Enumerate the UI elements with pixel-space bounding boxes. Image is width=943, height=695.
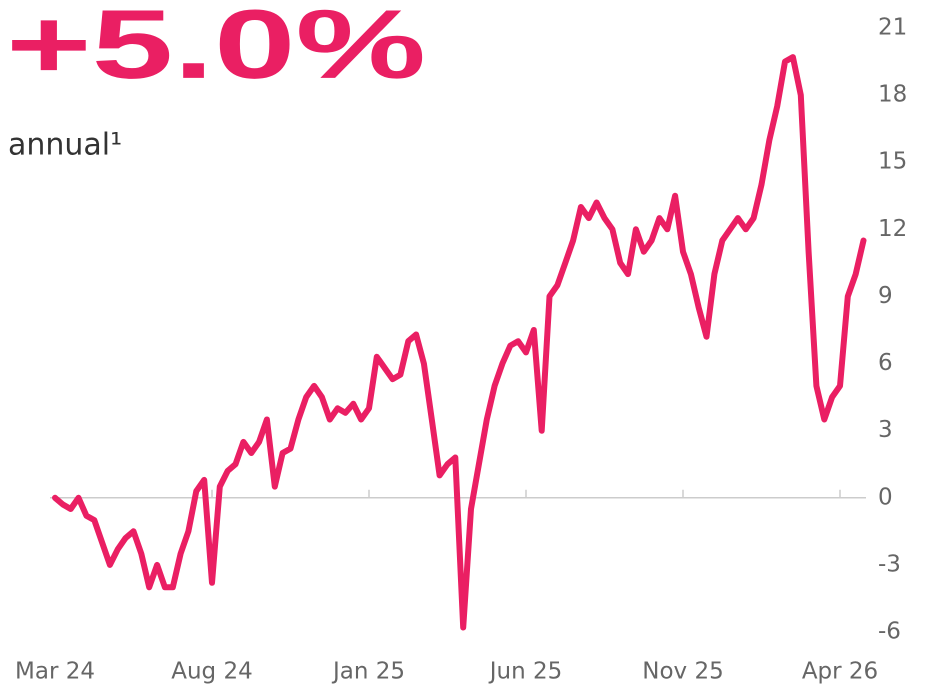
y-tick-label: 9 [878, 283, 893, 309]
y-tick-label: 18 [878, 82, 907, 108]
y-tick-label: 3 [878, 417, 893, 443]
x-tick-label: Mar 24 [15, 659, 95, 685]
x-tick-label: Apr 26 [802, 659, 878, 685]
y-tick-label: 6 [878, 350, 893, 376]
x-tick-label: Aug 24 [171, 659, 253, 685]
data-line [52, 54, 867, 631]
x-tick-label: Jun 25 [488, 659, 563, 685]
y-tick-label: -3 [878, 551, 901, 577]
chart-title: +5.0% [6, 0, 426, 99]
x-tick-label: Nov 25 [642, 659, 723, 685]
y-tick-label: 21 [878, 15, 907, 41]
chart-subtitle: annual¹ [8, 128, 122, 163]
y-tick-label: -6 [878, 619, 901, 645]
y-tick-label: 15 [878, 149, 907, 175]
x-tick-label: Jan 25 [331, 659, 405, 685]
y-tick-label: 12 [878, 216, 907, 242]
y-tick-label: 0 [878, 484, 893, 510]
